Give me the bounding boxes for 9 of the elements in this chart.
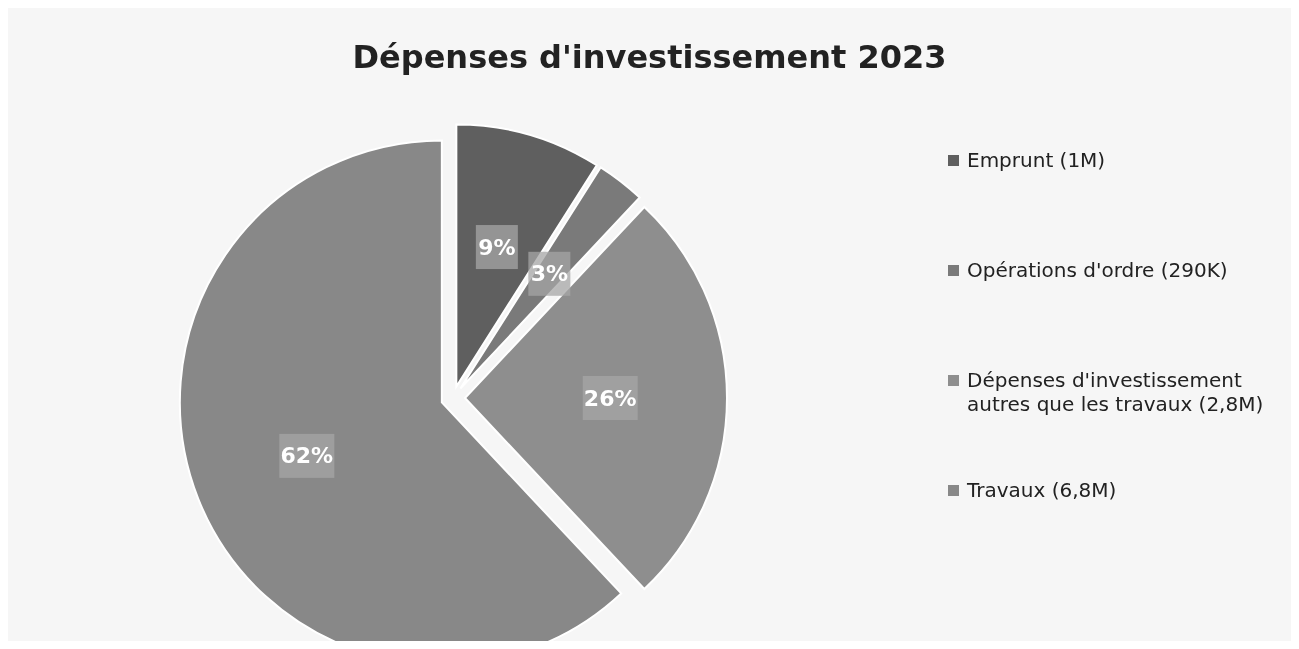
legend-label: Travaux (6,8M) [967,478,1117,502]
data-label: 3% [530,261,569,287]
data-label: 9% [478,234,516,260]
legend-label: Emprunt (1M) [967,148,1106,172]
data-label: 62% [280,443,334,469]
legend-label: Dépenses d'investissement autres que les travaux (2,8M) [967,368,1265,416]
legend-label: Opérations d'ordre (290K) [967,258,1228,282]
chart-title: Dépenses d'investissement 2023 [351,38,948,76]
data-label: 26% [583,385,637,411]
